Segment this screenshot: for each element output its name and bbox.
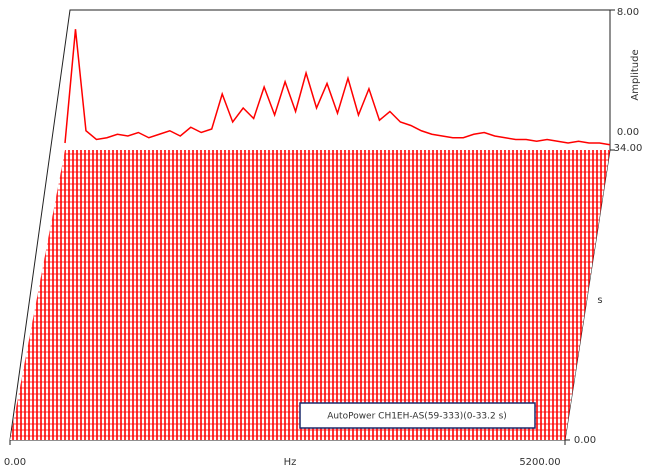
y-tick-label: 8.00 [617, 7, 639, 18]
z-tick-label: 0.00 [574, 435, 596, 446]
y-axis-label: Amplitude [630, 49, 641, 100]
z-axis-label: s [597, 295, 602, 306]
legend-box [299, 402, 536, 429]
y-tick-label: 0.00 [617, 127, 639, 138]
waterfall-fill [10, 150, 610, 440]
z-tick-label: 34.00 [614, 143, 643, 154]
x-tick-label: 5200.00 [519, 457, 560, 468]
spectrum-line [64, 29, 611, 146]
legend-entry: AutoPower CH1EH-AS(59-333)(0-33.2 s) [327, 412, 507, 422]
x-tick-label: 0.00 [4, 457, 26, 468]
x-axis-label: Hz [284, 457, 297, 468]
